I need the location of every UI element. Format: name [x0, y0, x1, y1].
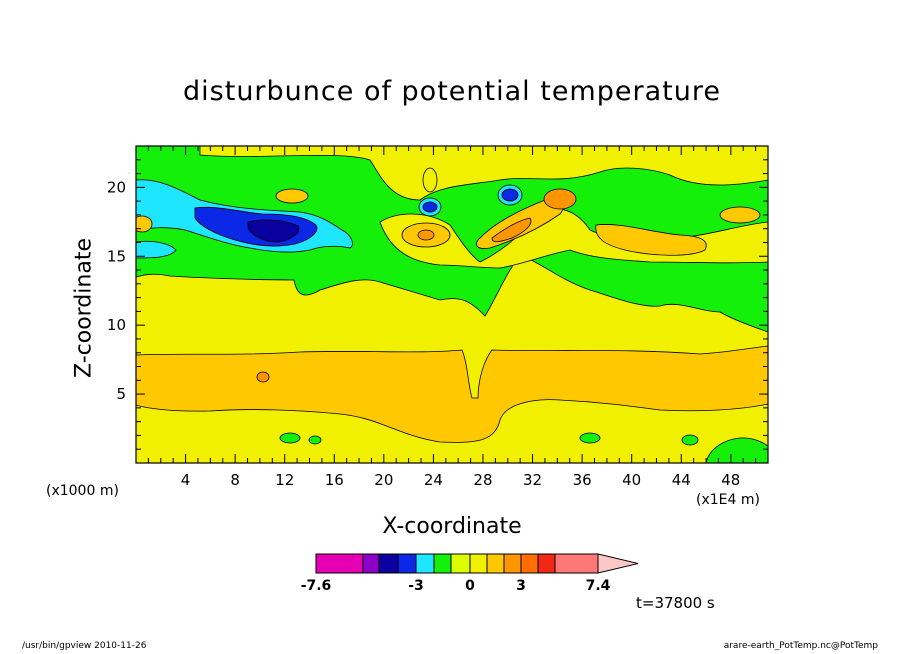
x-tick-label: 8 — [230, 471, 240, 489]
field-blob-green — [681, 434, 699, 446]
y-tick-label: 5 — [116, 385, 126, 403]
field-blob-orange — [719, 206, 761, 224]
colorbar-swatch — [537, 553, 556, 574]
colorbar-swatch — [362, 553, 380, 574]
chart-title: disturbunce of potential temperature — [183, 76, 721, 107]
colorbar-swatch — [315, 553, 364, 574]
x-tick-label: 12 — [275, 471, 294, 489]
x-tick-label: 44 — [672, 471, 691, 489]
y-tick-label: 20 — [107, 178, 126, 196]
field-blob-orange — [256, 371, 270, 383]
colorbar-tick-label: -7.6 — [301, 578, 332, 594]
field-blob-green — [422, 167, 438, 193]
colorbar-swatch — [520, 553, 539, 574]
x-unit-left: (x1000 m) — [46, 483, 119, 499]
field-region-navy — [247, 219, 300, 243]
field-blob-orange — [595, 224, 707, 256]
field-blob-orange — [275, 188, 309, 204]
x-tick-label: 48 — [721, 471, 740, 489]
x-tick-label: 24 — [424, 471, 443, 489]
field-region-yellow-top — [199, 146, 768, 201]
colorbar-tick-label: -3 — [408, 578, 424, 594]
field-region-green-bottom-right — [705, 437, 768, 463]
field-blob-blue — [422, 201, 438, 213]
footer-left: /usr/bin/gpview 2010-11-26 — [22, 641, 147, 651]
field-blob-orange — [491, 217, 532, 243]
colorbar-swatch — [450, 553, 471, 574]
x-unit-right: (x1E4 m) — [696, 492, 760, 508]
field-blob-green — [579, 432, 601, 444]
field-blob-blue — [501, 188, 519, 202]
plot-frame — [135, 145, 769, 464]
field-blob-green — [308, 435, 322, 445]
colorbar-extend-arrow — [597, 553, 639, 574]
colorbar-tick-label: 7.4 — [586, 578, 611, 594]
y-tick-label: 15 — [107, 247, 126, 265]
y-axis-label: Z-coordinate — [71, 238, 97, 378]
colorbar-swatch — [554, 553, 599, 574]
colorbar-swatch — [503, 553, 522, 574]
x-tick-label: 28 — [473, 471, 492, 489]
colorbar-swatch — [397, 553, 417, 574]
field-blob-orange — [543, 188, 577, 210]
colorbar: -7.6 -3 0 3 7.4 — [301, 553, 639, 594]
colorbar-swatch — [469, 553, 488, 574]
x-tick-label: 40 — [622, 471, 641, 489]
x-axis-label: X-coordinate — [382, 514, 522, 539]
colorbar-swatch — [433, 553, 452, 574]
colorbar-swatch — [486, 553, 505, 574]
colorbar-tick-label: 0 — [465, 578, 475, 594]
field-region-cyan-left — [136, 240, 177, 259]
y-tick-label: 10 — [107, 316, 126, 334]
x-tick-label: 20 — [374, 471, 393, 489]
x-tick-label: 32 — [523, 471, 542, 489]
colorbar-swatch — [378, 553, 399, 574]
colorbar-tick-label: 3 — [516, 578, 526, 594]
field-blob-green — [279, 432, 301, 444]
field-blob-orange — [417, 229, 435, 241]
field-region-orange-lower — [136, 345, 768, 443]
colorbar-swatch — [415, 553, 435, 574]
x-tick-label: 16 — [325, 471, 344, 489]
field-blob-orange — [136, 215, 153, 233]
x-tick-label: 36 — [573, 471, 592, 489]
footer-right: arare-earth_PotTemp.nc@PotTemp — [723, 641, 878, 651]
x-tick-label: 4 — [181, 471, 191, 489]
time-label: t=37800 s — [636, 594, 715, 612]
